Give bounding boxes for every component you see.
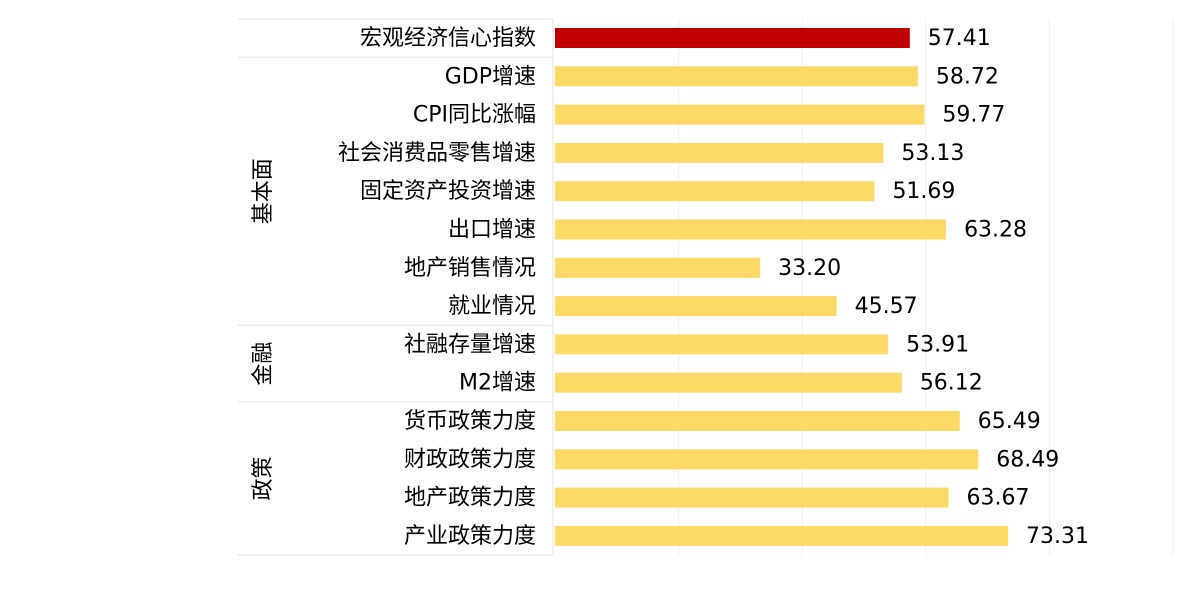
group-label: 金融 (251, 342, 276, 386)
category-label: 社融存量增速 (404, 332, 536, 357)
bar (555, 28, 910, 48)
value-label: 58.72 (936, 64, 999, 89)
bar (555, 257, 761, 278)
category-label: 出口增速 (448, 218, 536, 243)
bar (555, 181, 875, 202)
category-label: CPI同比涨幅 (413, 103, 536, 128)
category-label: 产业政策力度 (404, 524, 536, 549)
value-label: 57.41 (928, 26, 991, 51)
value-label: 53.13 (901, 141, 964, 166)
bar (555, 104, 925, 125)
bar (555, 142, 884, 163)
bar (555, 296, 837, 317)
bar (555, 66, 918, 87)
bar (555, 487, 949, 508)
bar (555, 334, 889, 355)
group-label: 基本面 (251, 158, 276, 224)
category-label: 宏观经济信心指数 (360, 26, 536, 51)
category-label: 就业情况 (448, 294, 536, 319)
bar (555, 411, 960, 431)
category-label: 地产销售情况 (404, 256, 536, 281)
category-label: M2增速 (459, 371, 536, 396)
value-label: 53.91 (906, 332, 969, 357)
value-label: 45.57 (855, 294, 918, 319)
value-label: 65.49 (978, 409, 1041, 434)
category-label: 固定资产投资增速 (360, 179, 536, 204)
category-label: 货币政策力度 (404, 409, 536, 434)
category-label: GDP增速 (445, 64, 536, 89)
value-label: 51.69 (892, 179, 955, 204)
bar (555, 449, 979, 470)
value-label: 63.28 (964, 218, 1027, 243)
value-label: 63.67 (966, 486, 1029, 511)
value-label: 59.77 (942, 103, 1005, 128)
value-label: 56.12 (920, 371, 983, 396)
value-label: 73.31 (1026, 524, 1089, 549)
category-label: 财政政策力度 (404, 447, 536, 472)
bar (555, 219, 947, 240)
category-label: 地产政策力度 (404, 486, 536, 511)
bar (555, 372, 902, 393)
category-label: 社会消费品零售增速 (338, 141, 536, 166)
group-label: 政策 (251, 456, 276, 500)
value-label: 33.20 (778, 256, 841, 281)
value-label: 68.49 (996, 447, 1059, 472)
bar (555, 525, 1009, 546)
